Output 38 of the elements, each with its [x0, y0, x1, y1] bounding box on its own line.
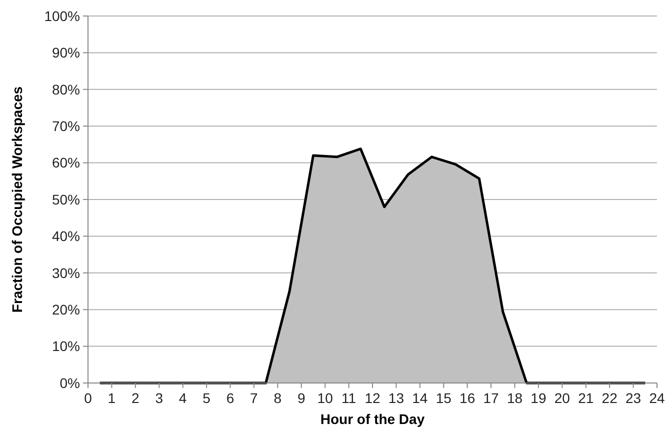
x-tick-label: 5	[202, 390, 211, 406]
x-tick-label: 1	[108, 390, 116, 406]
x-tick-label: 20	[554, 390, 570, 406]
y-tick-label: 100%	[44, 8, 80, 24]
x-tick-label: 13	[388, 390, 404, 406]
x-tick-label: 14	[412, 390, 428, 406]
y-tick-label: 40%	[52, 228, 80, 244]
y-tick-label: 0%	[60, 374, 80, 391]
x-tick-label: 19	[530, 390, 546, 406]
y-tick-label: 30%	[52, 264, 80, 281]
y-tick-label: 90%	[52, 44, 80, 61]
x-tick-label: 8	[274, 390, 282, 406]
x-tick-label: 7	[250, 390, 258, 406]
x-tick-label: 18	[506, 390, 523, 406]
x-tick-label: 21	[578, 390, 594, 406]
x-tick-label: 11	[342, 390, 356, 406]
x-tick-label: 24	[649, 390, 665, 406]
x-tick-label: 16	[460, 390, 476, 406]
x-tick-label: 23	[626, 390, 642, 406]
x-tick-label: 0	[84, 390, 92, 406]
x-tick-label: 22	[602, 390, 618, 406]
y-tick-label: 70%	[52, 118, 80, 134]
y-tick-label: 60%	[52, 154, 80, 171]
x-tick-label: 4	[178, 390, 187, 406]
x-tick-label: 9	[297, 390, 306, 406]
y-tick-label: 10%	[52, 338, 80, 354]
x-tick-label: 2	[132, 390, 140, 406]
x-tick-label: 6	[226, 390, 234, 406]
y-tick-label: 80%	[52, 81, 80, 98]
x-axis-title: Hour of the Day	[320, 411, 425, 427]
y-tick-label: 20%	[52, 302, 80, 318]
x-tick-label: 3	[155, 390, 164, 406]
x-tick-label: 10	[317, 390, 334, 406]
x-tick-label: 12	[364, 390, 380, 406]
x-tick-label: 17	[483, 390, 500, 406]
y-tick-label: 50%	[52, 191, 80, 208]
y-axis-title: Fraction of Occupied Workspaces	[9, 86, 25, 313]
x-tick-label: 15	[436, 390, 452, 406]
